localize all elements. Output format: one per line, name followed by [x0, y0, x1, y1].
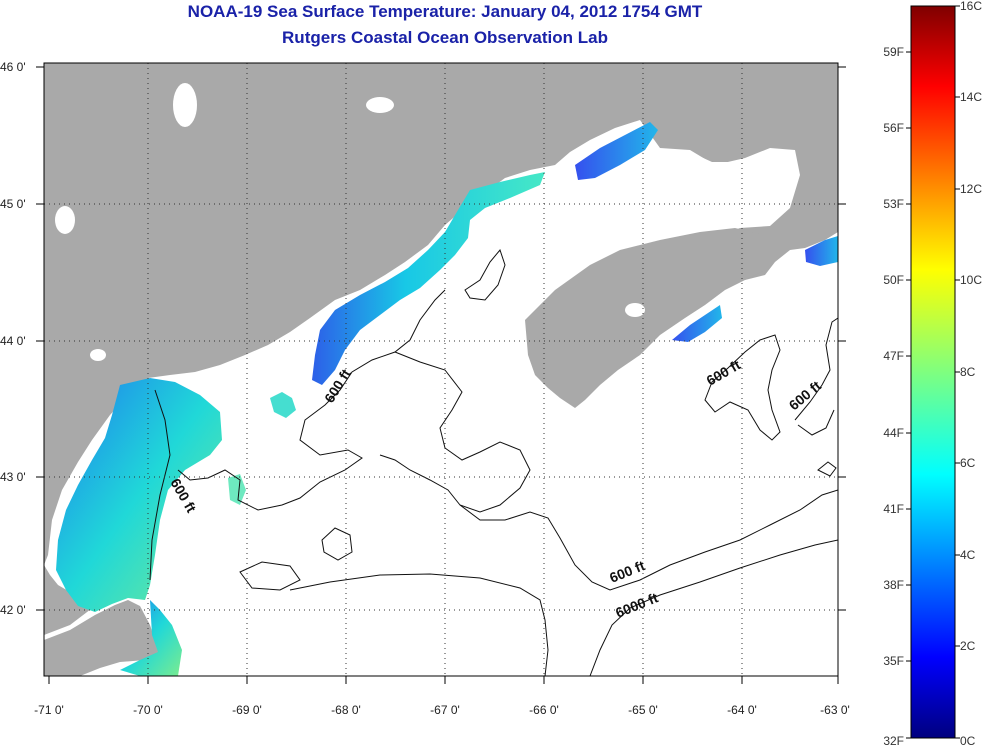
cb-16c: 16C: [960, 0, 982, 13]
sst-patch-maine-coast: [312, 172, 545, 385]
sst-patch-south-shoals: [120, 600, 182, 676]
contour-small-1: [817, 461, 837, 477]
sst-patch-east: [805, 236, 838, 266]
lake-4: [366, 97, 394, 113]
cb-47f: 47F: [883, 349, 904, 363]
title-line-1: NOAA-19 Sea Surface Temperature: January…: [187, 2, 703, 21]
cb-4c: 4C: [960, 548, 976, 562]
temperature-colorbar: 16C 14C 12C 10C 8C 6C 4C 2C 0C 59F 56F 5…: [883, 0, 982, 748]
cb-0c: 0C: [960, 734, 976, 748]
lake-1: [173, 83, 197, 127]
sst-patch-gulf-west: [56, 378, 222, 612]
lon-label-64: -64 0': [727, 703, 757, 717]
cb-2c: 2C: [960, 639, 976, 653]
cb-10c: 10C: [960, 273, 982, 287]
land-nova-scotia: [525, 228, 780, 408]
contour-600ft-fundy: [464, 248, 506, 301]
sst-patch-offshore-1: [270, 392, 296, 418]
cb-14c: 14C: [960, 90, 982, 104]
cb-38f: 38F: [883, 578, 904, 592]
cb-59f: 59F: [883, 45, 904, 59]
contour-small-2: [321, 527, 353, 561]
lon-label-69: -69 0': [232, 703, 262, 717]
land-mainland: [44, 63, 838, 565]
lake-5: [625, 303, 645, 317]
bathymetry-contours: [149, 248, 838, 676]
lon-label-70: -70 0': [133, 703, 163, 717]
land-southern-coast: [44, 565, 95, 635]
cb-50f: 50F: [883, 273, 904, 287]
lat-tick-labels: 46 0' 45 0' 44 0' 43 0' 42 0': [0, 60, 26, 617]
colorbar-fahrenheit-labels: 59F 56F 53F 50F 47F 44F 41F 38F 35F 32F: [883, 45, 904, 748]
lat-label-46: 46 0': [0, 60, 26, 74]
cb-41f: 41F: [883, 502, 904, 516]
lon-label-71: -71 0': [34, 703, 64, 717]
cb-6c: 6C: [960, 456, 976, 470]
lon-label-63: -63 0': [820, 703, 850, 717]
lake-2: [55, 206, 75, 234]
cb-32f: 32F: [883, 734, 904, 748]
cb-12c: 12C: [960, 182, 982, 196]
contour-600ft-shelf: [459, 489, 838, 591]
lon-label-66: -66 0': [529, 703, 559, 717]
lat-label-44: 44 0': [0, 334, 26, 348]
map-panel: 600 ft 600 ft 600 ft 600 ft 600 ft 6000 …: [0, 60, 850, 717]
cb-53f: 53F: [883, 197, 904, 211]
cb-8c: 8C: [960, 365, 976, 379]
cb-35f: 35F: [883, 654, 904, 668]
map-ticks: [36, 66, 846, 684]
cb-44f: 44F: [883, 426, 904, 440]
title-line-2: Rutgers Coastal Ocean Observation Lab: [282, 28, 608, 47]
lon-label-65: -65 0': [628, 703, 658, 717]
lake-3: [90, 349, 106, 361]
contour-600ft-central: [379, 351, 531, 513]
lat-label-45: 45 0': [0, 197, 26, 211]
land-cape-cod: [44, 600, 160, 676]
lat-label-43: 43 0': [0, 470, 26, 484]
lat-label-42: 42 0': [0, 603, 26, 617]
bay-of-fundy: [480, 152, 795, 300]
colorbar-gradient: [910, 5, 956, 739]
sst-patch-nova-scotia-south: [672, 305, 722, 342]
sst-patch-offshore-2: [228, 474, 246, 505]
lon-label-67: -67 0': [430, 703, 460, 717]
colorbar-ticks: [906, 5, 960, 739]
contour-600ft-east-2: [794, 317, 838, 436]
contour-small-3: [239, 561, 301, 591]
colorbar-celsius-labels: 16C 14C 12C 10C 8C 6C 4C 2C 0C: [960, 0, 982, 748]
cb-56f: 56F: [883, 121, 904, 135]
lon-tick-labels: -71 0' -70 0' -69 0' -68 0' -67 0' -66 0…: [34, 703, 850, 717]
map-gridlines: [44, 63, 838, 676]
contour-600ft-east-1: [704, 334, 781, 441]
sst-patch-fundy-mouth: [575, 122, 658, 180]
contour-6000ft: [289, 539, 838, 676]
lon-label-68: -68 0': [331, 703, 361, 717]
map-frame: [43, 62, 839, 677]
